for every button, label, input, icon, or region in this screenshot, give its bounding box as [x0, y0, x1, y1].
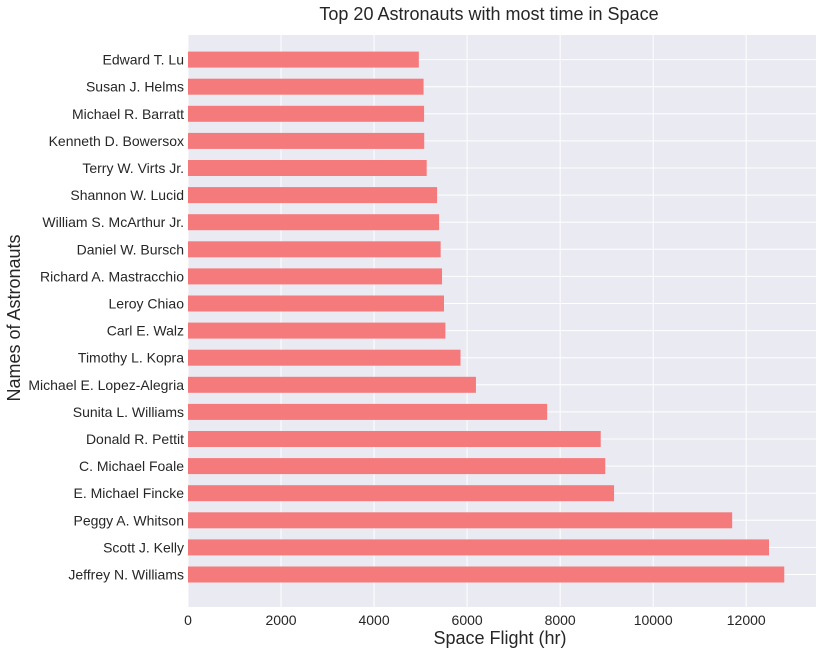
bar — [188, 268, 443, 285]
bar — [188, 187, 438, 204]
y-tick-label: Donald R. Pettit — [86, 431, 184, 447]
y-tick-label: Edward T. Lu — [103, 52, 184, 68]
y-tick-label: Daniel W. Bursch — [77, 241, 184, 257]
y-tick-label: Sunita L. Williams — [73, 404, 184, 420]
bar — [188, 322, 446, 339]
x-tick-label: 6000 — [452, 612, 483, 628]
bars — [188, 51, 785, 583]
bar — [188, 295, 444, 312]
y-tick-label: Timothy L. Kopra — [78, 350, 184, 366]
y-tick-label: Jeffrey N. Williams — [68, 567, 184, 583]
bar — [188, 78, 424, 95]
bar — [188, 105, 425, 122]
y-tick-label: William S. McArthur Jr. — [42, 214, 184, 230]
y-tick-label: Michael E. Lopez-Alegria — [28, 377, 184, 393]
bar — [188, 160, 427, 176]
y-tick-label: Richard A. Mastracchio — [40, 268, 184, 284]
y-tick-labels: Jeffrey N. Williams Scott J. Kelly Peggy A… — [28, 52, 184, 583]
bar — [188, 132, 425, 149]
x-tick-label: 0 — [184, 612, 192, 628]
bar — [188, 349, 461, 366]
bar — [188, 214, 440, 231]
bar — [188, 512, 733, 529]
bar — [188, 458, 606, 475]
y-tick-label: C. Michael Foale — [79, 458, 184, 474]
bar — [188, 403, 548, 420]
x-tick-labels: 0 2000 4000 6000 8000 10000 12000 — [184, 612, 766, 628]
y-tick-label: Carl E. Walz — [107, 323, 184, 339]
bar — [188, 51, 419, 68]
y-tick-label: Susan J. Helms — [86, 79, 184, 95]
y-axis-label: Names of Astronauts — [4, 234, 24, 401]
bar — [188, 539, 770, 556]
y-tick-label: Peggy A. Whitson — [73, 512, 184, 528]
bar — [188, 241, 441, 258]
x-tick-label: 8000 — [545, 612, 576, 628]
plot-area — [188, 35, 816, 607]
x-tick-label: 10000 — [634, 612, 673, 628]
x-axis-label: Space Flight (hr) — [433, 628, 566, 648]
bar — [188, 431, 601, 447]
y-tick-label: Leroy Chiao — [109, 296, 185, 312]
y-tick-label: Shannon W. Lucid — [70, 187, 184, 203]
x-tick-label: 12000 — [727, 612, 766, 628]
bar — [188, 376, 476, 393]
bar — [188, 485, 615, 502]
x-tick-label: 2000 — [265, 612, 296, 628]
y-tick-label: Terry W. Virts Jr. — [82, 160, 184, 176]
y-tick-label: E. Michael Fincke — [74, 485, 185, 501]
y-tick-label: Scott J. Kelly — [103, 539, 184, 555]
x-tick-label: 4000 — [358, 612, 389, 628]
chart-title: Top 20 Astronauts with most time in Spac… — [319, 4, 658, 24]
y-tick-label: Michael R. Barratt — [72, 106, 184, 122]
y-tick-label: Kenneth D. Bowersox — [49, 133, 184, 149]
bar — [188, 566, 785, 583]
